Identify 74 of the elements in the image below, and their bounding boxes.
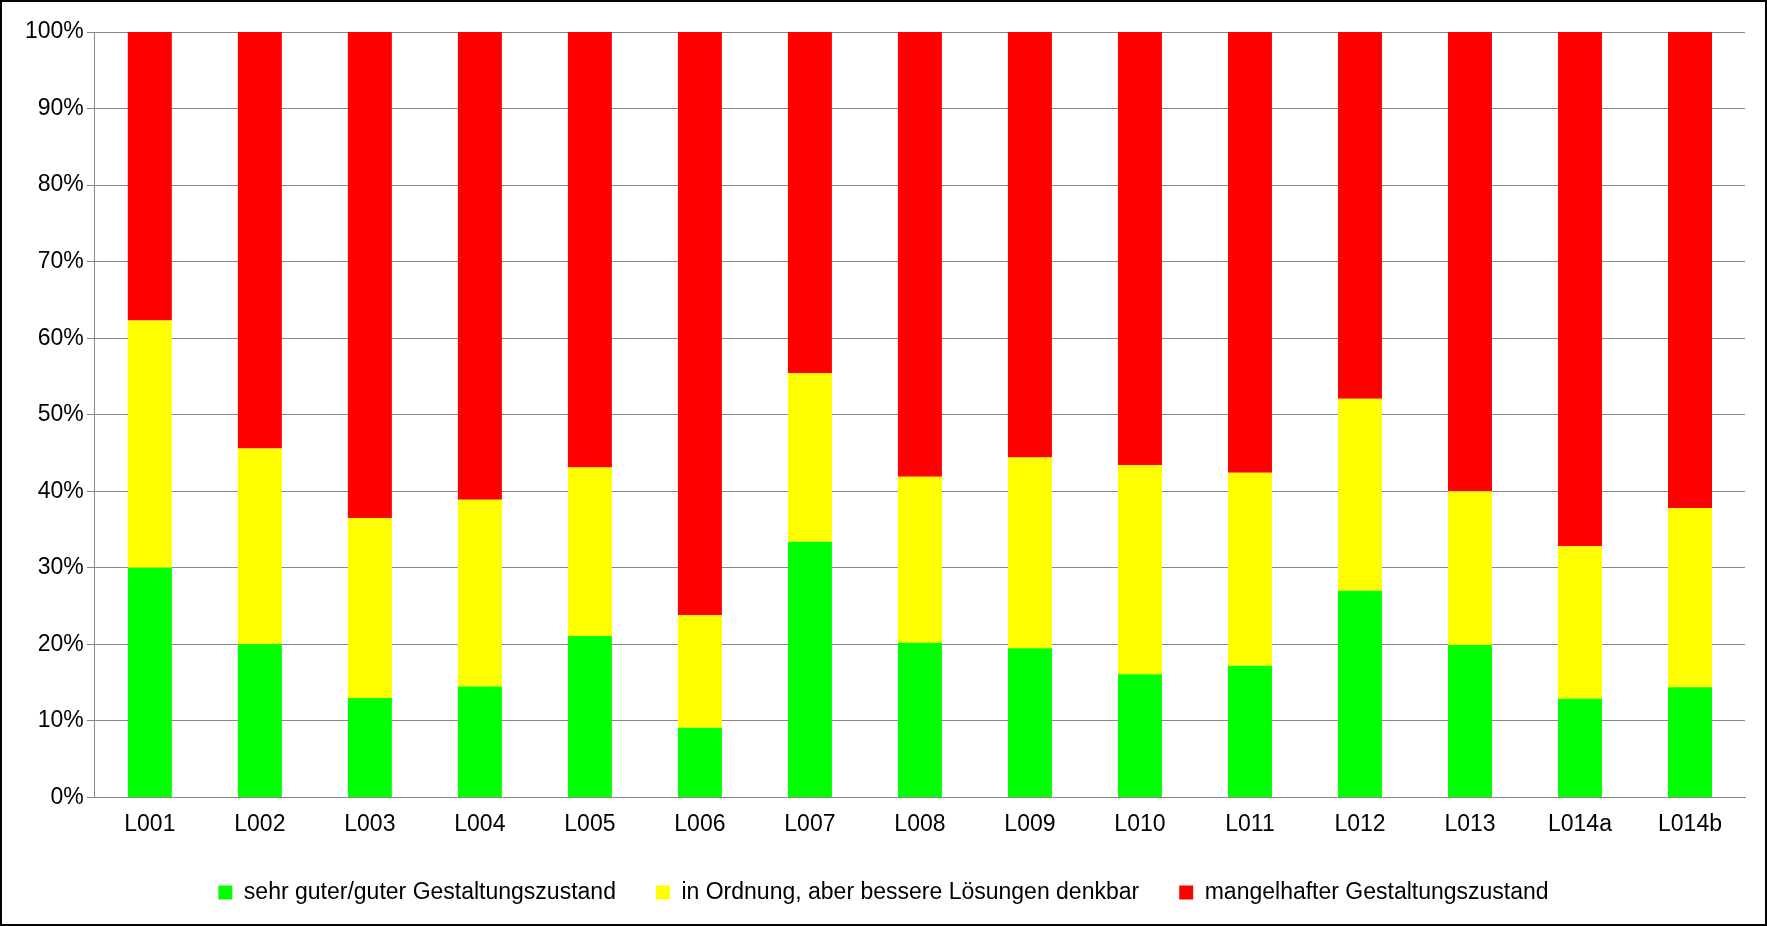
bar — [787, 541, 832, 797]
y-tick-label: 30% — [37, 553, 84, 580]
bar — [457, 499, 502, 687]
y-tick-label: 40% — [37, 476, 84, 503]
bar — [677, 615, 722, 728]
x-tick-label: L011 — [1225, 809, 1275, 836]
bar — [1007, 32, 1052, 458]
y-tick-label: 20% — [37, 629, 84, 656]
bar — [1557, 546, 1602, 699]
bar — [1557, 32, 1602, 547]
bar — [347, 697, 392, 797]
bar — [1557, 698, 1602, 797]
bar — [1337, 32, 1382, 399]
x-tick-label: L007 — [784, 809, 836, 836]
bar — [457, 686, 502, 797]
legend-label: mangelhafter Gestaltungszustand — [1204, 877, 1549, 904]
x-tick-label: L009 — [1004, 809, 1056, 836]
bar — [1447, 491, 1492, 646]
x-tick-label: L006 — [674, 809, 726, 836]
bar — [897, 642, 942, 797]
x-tick-label: L010 — [1114, 809, 1166, 836]
bar — [567, 467, 612, 636]
bar — [787, 373, 832, 542]
y-tick-label: 60% — [37, 323, 84, 350]
bar — [1007, 648, 1052, 797]
bar — [677, 32, 722, 616]
bar — [237, 448, 282, 645]
y-tick-label: 0% — [50, 782, 84, 809]
bar — [1337, 590, 1382, 797]
y-tick-label: 90% — [37, 93, 84, 120]
x-tick-label: L014b — [1658, 809, 1722, 836]
bar — [1447, 645, 1492, 797]
bar — [1447, 32, 1492, 492]
bar — [1667, 32, 1712, 509]
x-tick-label: L002 — [234, 809, 286, 836]
bar — [237, 32, 282, 449]
bar — [1117, 674, 1162, 797]
y-tick-label: 80% — [37, 170, 84, 197]
bar — [127, 32, 172, 321]
x-tick-label: L008 — [894, 809, 946, 836]
bar — [787, 32, 832, 374]
legend-label: sehr guter/guter Gestaltungszustand — [243, 877, 616, 904]
bar — [127, 567, 172, 797]
x-tick-label: L001 — [124, 809, 176, 836]
legend-label: in Ordnung, aber bessere Lösungen denkbar — [681, 877, 1140, 904]
y-tick-label: 50% — [37, 400, 84, 427]
x-tick-label: L004 — [454, 809, 506, 836]
x-tick-label: L014a — [1548, 809, 1613, 836]
bar — [1007, 457, 1052, 649]
bar — [567, 635, 612, 797]
bar — [1227, 472, 1272, 666]
bar — [1337, 398, 1382, 591]
bar — [1117, 465, 1162, 675]
bar — [347, 518, 392, 698]
bar — [897, 32, 942, 477]
y-tick-label: 10% — [37, 706, 84, 733]
x-tick-label: L013 — [1444, 809, 1496, 836]
bar — [457, 32, 502, 500]
bar — [1227, 32, 1272, 473]
bar — [237, 644, 282, 797]
bar — [1227, 665, 1272, 797]
x-tick-label: L005 — [564, 809, 616, 836]
bar — [1667, 687, 1712, 797]
bar — [1667, 508, 1712, 688]
bar — [897, 476, 942, 643]
x-tick-label: L003 — [344, 809, 396, 836]
bar — [567, 32, 612, 468]
y-tick-label: 100% — [25, 17, 84, 44]
bar — [347, 32, 392, 519]
x-tick-label: L012 — [1334, 809, 1386, 836]
bar — [677, 727, 722, 797]
y-tick-label: 70% — [37, 246, 84, 273]
bar — [1117, 32, 1162, 466]
bar — [127, 320, 172, 568]
